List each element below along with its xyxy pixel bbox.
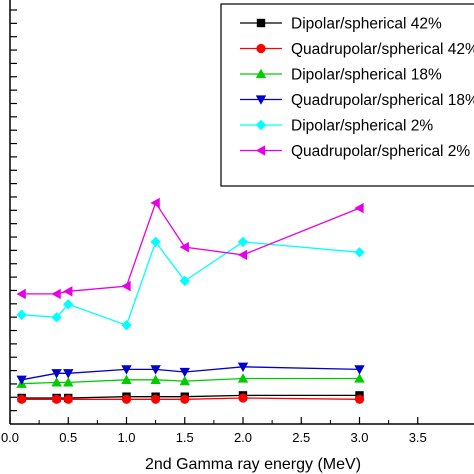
legend-entry-5: Dipolar/spherical 2% (240, 118, 433, 135)
legend-marker (255, 145, 266, 156)
series-2 (17, 393, 365, 404)
legend-marker (256, 43, 266, 54)
legend-entry-2: Quadrupolar/spherical 42% (240, 41, 474, 58)
data-point (354, 247, 365, 258)
data-point (150, 236, 161, 248)
data-point (16, 288, 26, 300)
data-point (121, 280, 131, 292)
x-tick-label: 0.5 (59, 430, 77, 445)
data-point (179, 367, 190, 378)
data-point (354, 202, 364, 214)
legend: Dipolar/spherical 42% Quadrupolar/spheric… (220, 3, 474, 187)
data-point (16, 375, 27, 385)
series-line (21, 240, 360, 327)
series-3 (16, 373, 365, 388)
plot-area (16, 197, 365, 404)
legend-label: Quadrupolar/spherical 18% (291, 92, 474, 109)
data-point (354, 373, 365, 383)
data-point (51, 377, 62, 387)
data-point (237, 249, 248, 261)
legend-entry-4: Quadrupolar/spherical 18% (240, 92, 474, 109)
data-point (354, 365, 365, 375)
legend-marker (255, 119, 267, 131)
data-point (121, 374, 132, 384)
x-tick-label: 1.0 (117, 430, 135, 445)
x-tick-label: 0.0 (1, 430, 19, 445)
data-point (63, 286, 73, 297)
data-point (17, 394, 27, 404)
data-point (151, 394, 161, 404)
data-point (179, 375, 190, 386)
legend-label: Dipolar/spherical 42% (291, 16, 442, 33)
data-point (121, 319, 132, 331)
legend-marker (255, 95, 267, 105)
legend-label: Quadrupolar/spherical 42% (291, 41, 474, 58)
x-tick-label: 3.0 (350, 430, 368, 445)
data-point (121, 394, 132, 404)
data-point (63, 299, 74, 310)
data-point (150, 197, 160, 209)
legend-label: Dipolar/spherical 18% (291, 67, 442, 84)
x-tick-label: 3.5 (409, 430, 427, 445)
series-line (21, 366, 360, 381)
data-point (51, 288, 61, 300)
data-point (51, 312, 62, 323)
x-axis-title: 2nd Gamma ray energy (MeV) (145, 456, 361, 473)
legend-entry-3: Dipolar/spherical 18% (240, 67, 442, 84)
data-point (238, 393, 248, 403)
data-point (237, 362, 249, 372)
legend-box (220, 3, 474, 187)
data-point (179, 275, 190, 287)
legend-entry-6: Quadrupolar/spherical 2% (240, 143, 470, 160)
x-tick-label: 2.0 (234, 430, 252, 445)
legend-marker (255, 68, 267, 79)
data-point (63, 394, 73, 404)
legend-label: Dipolar/spherical 2% (291, 118, 433, 135)
data-point (16, 309, 27, 320)
data-point (121, 365, 132, 375)
legend-marker (256, 18, 266, 28)
series-5 (16, 236, 365, 331)
data-point (150, 365, 161, 375)
x-tick-label: 1.5 (176, 430, 194, 445)
data-point (354, 394, 365, 404)
series-6 (16, 197, 364, 300)
data-point (237, 373, 249, 383)
series-line (21, 377, 360, 385)
data-point (180, 394, 190, 404)
data-point (63, 369, 74, 379)
data-point (63, 377, 74, 387)
data-point (150, 374, 161, 384)
data-point (179, 241, 189, 253)
x-tick-label: 2.5 (292, 430, 310, 445)
data-point (52, 394, 62, 404)
data-point (51, 369, 62, 379)
series-4 (16, 362, 365, 385)
data-point (237, 236, 249, 248)
legend-label: Quadrupolar/spherical 2% (291, 143, 470, 160)
legend-entry-1: Dipolar/spherical 42% (240, 16, 442, 33)
